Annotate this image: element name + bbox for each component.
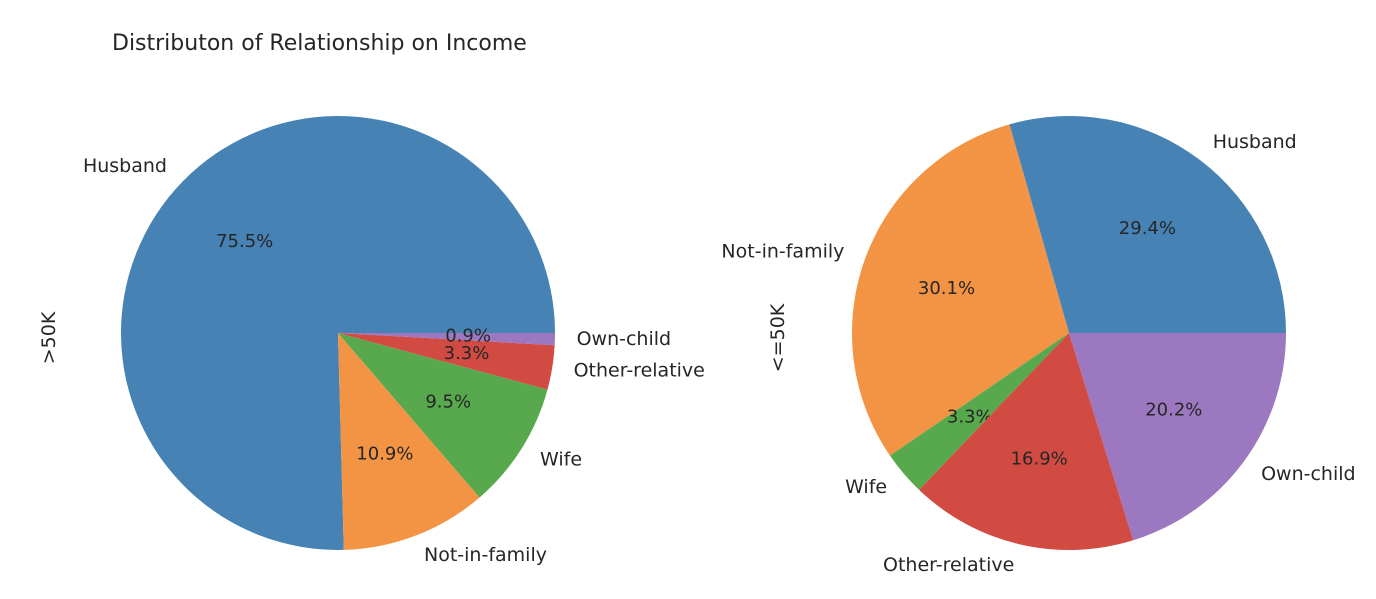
pie-2-label-wife: Wife	[845, 476, 887, 498]
pie-2-label-other-relative: Other-relative	[883, 554, 1014, 576]
pie-2-pct-other-relative: 16.9%	[1011, 449, 1068, 470]
chart-title: Distributon of Relationship on Income	[112, 31, 527, 56]
pie-2-pct-husband: 29.4%	[1119, 218, 1176, 239]
pie-1-pct-wife: 9.5%	[425, 391, 471, 412]
pie-2-ylabel: <=50K	[767, 303, 789, 372]
pie-1-ylabel: >50K	[38, 311, 60, 364]
pie-2-slice-own-child	[1069, 333, 1286, 541]
pie-2-pct-own-child: 20.2%	[1145, 399, 1202, 420]
pie-1-label-own-child: Own-child	[577, 328, 672, 350]
pie-1-pct-other-relative: 3.3%	[444, 343, 490, 364]
pie-1-pct-own-child: 0.9%	[445, 326, 491, 347]
pie-1-label-other-relative: Other-relative	[574, 360, 705, 382]
pie-1-slice-own-child	[338, 333, 555, 346]
pie-1-label-wife: Wife	[540, 449, 582, 471]
pie-2-slice-other-relative	[919, 333, 1134, 550]
pie-1-label-not-in-family: Not-in-family	[424, 544, 547, 566]
pie-1-label-husband: Husband	[83, 155, 167, 177]
pie-1-slice-wife	[338, 333, 548, 498]
pie-2-label-husband: Husband	[1213, 131, 1297, 153]
pie-1-slice-other-relative	[338, 333, 555, 390]
pie-2-pct-not-in-family: 30.1%	[918, 278, 975, 299]
pie-chart-2: Husband 29.4% Not-in-family 30.1% Wife 3.3% Ot…	[721, 115, 1356, 576]
pie-1-pct-not-in-family: 10.9%	[356, 443, 413, 464]
pie-2-slice-wife	[889, 333, 1069, 490]
pie-1-pct-husband: 75.5%	[216, 231, 273, 252]
pie-2-pct-wife: 3.3%	[947, 406, 993, 427]
pie-chart-1: Husband 75.5% Not-in-family 10.9% Wife 9.5% Ot…	[83, 115, 705, 566]
pie-2-slice-not-in-family	[852, 124, 1069, 456]
pie-2-label-not-in-family: Not-in-family	[721, 241, 844, 263]
pie-2-label-own-child: Own-child	[1261, 463, 1356, 485]
pie-1-slice-not-in-family	[338, 333, 480, 550]
pie-1-slice-husband	[121, 115, 556, 550]
pie-2-slice-husband	[1009, 115, 1286, 333]
